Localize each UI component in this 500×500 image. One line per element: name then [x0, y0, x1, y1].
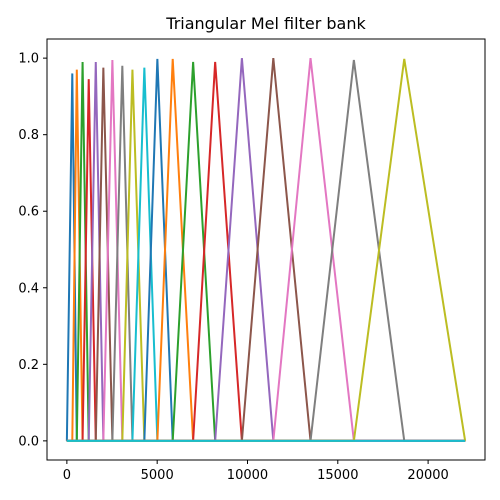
- x-tick-label-3: 15000: [317, 468, 358, 483]
- y-tick-label-1: 0.2: [18, 358, 39, 373]
- x-tick-label-1: 5000: [141, 468, 174, 483]
- chart-title: Triangular Mel filter bank: [165, 14, 366, 33]
- y-tick-label-0: 0.0: [18, 434, 39, 449]
- y-axis: 0.0 0.2 0.4 0.6 0.8 1.0: [18, 52, 47, 449]
- y-tick-label-2: 0.4: [18, 281, 39, 296]
- y-tick-label-4: 0.8: [18, 128, 39, 143]
- x-tick-label-0: 0: [63, 468, 71, 483]
- y-tick-label-5: 1.0: [18, 52, 39, 67]
- plot-area: [65, 58, 467, 442]
- y-tick-label-3: 0.6: [18, 205, 39, 220]
- x-tick-label-2: 10000: [227, 468, 268, 483]
- x-tick-label-4: 20000: [407, 468, 448, 483]
- axes-frame: [46, 38, 486, 461]
- x-axis: 0 5000 10000 15000 20000: [63, 460, 449, 483]
